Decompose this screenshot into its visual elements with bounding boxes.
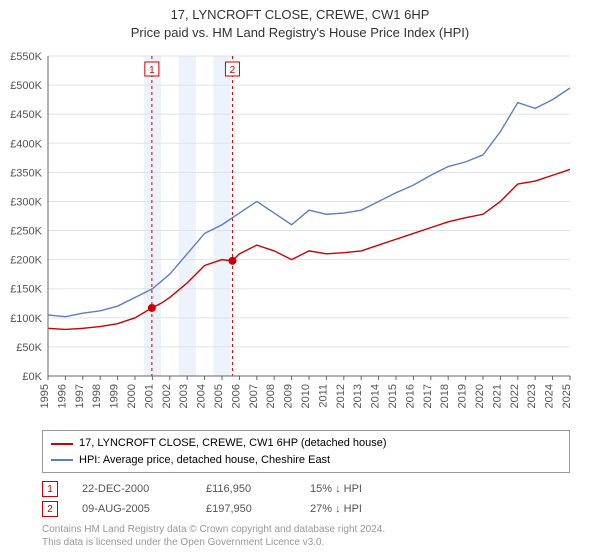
title-address: 17, LYNCROFT CLOSE, CREWE, CW1 6HP: [0, 6, 600, 24]
sales-row: 2 09-AUG-2005 £197,950 27% ↓ HPI: [42, 499, 570, 519]
svg-text:2016: 2016: [404, 384, 416, 408]
footer-line: This data is licensed under the Open Gov…: [42, 536, 570, 549]
legend-item: 17, LYNCROFT CLOSE, CREWE, CW1 6HP (deta…: [51, 435, 561, 452]
svg-text:£50K: £50K: [16, 342, 42, 354]
svg-text:£350K: £350K: [10, 168, 42, 180]
sale-delta: 27% ↓ HPI: [310, 503, 362, 515]
svg-text:1996: 1996: [56, 384, 68, 408]
svg-text:2015: 2015: [387, 384, 399, 408]
svg-text:2020: 2020: [474, 384, 486, 408]
svg-text:2007: 2007: [248, 384, 260, 408]
svg-text:2010: 2010: [300, 384, 312, 408]
sale-marker-badge: 2: [42, 501, 58, 517]
legend-label: HPI: Average price, detached house, Ches…: [79, 452, 330, 469]
svg-text:2000: 2000: [126, 384, 138, 408]
svg-text:£100K: £100K: [10, 313, 42, 325]
sales-row: 1 22-DEC-2000 £116,950 15% ↓ HPI: [42, 479, 570, 499]
legend-label: 17, LYNCROFT CLOSE, CREWE, CW1 6HP (deta…: [79, 435, 387, 452]
sale-marker-badge: 1: [42, 481, 58, 497]
sales-table: 1 22-DEC-2000 £116,950 15% ↓ HPI 2 09-AU…: [42, 479, 570, 519]
svg-text:£400K: £400K: [10, 139, 42, 151]
legend: 17, LYNCROFT CLOSE, CREWE, CW1 6HP (deta…: [42, 430, 570, 473]
svg-text:2012: 2012: [335, 384, 347, 408]
sale-date: 22-DEC-2000: [82, 483, 182, 495]
legend-item: HPI: Average price, detached house, Ches…: [51, 452, 561, 469]
svg-text:2011: 2011: [317, 384, 329, 408]
chart-area: £0K £50K £100K £150K £200K £250K £300K £350K £40…: [0, 46, 600, 426]
line-chart-svg: £0K £50K £100K £150K £200K £250K £300K £350K £40…: [0, 46, 600, 426]
svg-text:1998: 1998: [91, 384, 103, 408]
svg-text:£250K: £250K: [10, 226, 42, 238]
svg-text:£0K: £0K: [22, 371, 42, 383]
sale-date: 09-AUG-2005: [82, 503, 182, 515]
svg-text:1: 1: [149, 65, 155, 76]
svg-text:2001: 2001: [143, 384, 155, 408]
svg-text:2008: 2008: [265, 384, 277, 408]
svg-text:2004: 2004: [196, 384, 208, 408]
svg-text:1999: 1999: [109, 384, 121, 408]
svg-text:2: 2: [230, 65, 236, 76]
svg-text:2017: 2017: [422, 384, 434, 408]
svg-text:£450K: £450K: [10, 110, 42, 122]
svg-text:2018: 2018: [439, 384, 451, 408]
svg-text:2014: 2014: [370, 384, 382, 408]
svg-text:2009: 2009: [283, 384, 295, 408]
svg-text:£300K: £300K: [10, 197, 42, 209]
svg-text:£200K: £200K: [10, 255, 42, 267]
legend-swatch: [51, 459, 73, 461]
svg-text:£150K: £150K: [10, 284, 42, 296]
sale-delta: 15% ↓ HPI: [310, 483, 362, 495]
chart-container: 17, LYNCROFT CLOSE, CREWE, CW1 6HP Price…: [0, 0, 600, 549]
legend-swatch: [51, 443, 73, 445]
svg-text:1995: 1995: [39, 384, 51, 408]
svg-text:2021: 2021: [491, 384, 503, 408]
svg-text:2023: 2023: [526, 384, 538, 408]
footer-line: Contains HM Land Registry data © Crown c…: [42, 523, 570, 536]
svg-text:2025: 2025: [561, 384, 573, 408]
svg-text:£500K: £500K: [10, 80, 42, 92]
title-block: 17, LYNCROFT CLOSE, CREWE, CW1 6HP Price…: [0, 0, 600, 46]
sale-price: £116,950: [206, 483, 286, 495]
title-subtitle: Price paid vs. HM Land Registry's House …: [0, 24, 600, 42]
svg-text:1997: 1997: [74, 384, 86, 408]
sale-price: £197,950: [206, 503, 286, 515]
svg-text:£550K: £550K: [10, 51, 42, 63]
footer: Contains HM Land Registry data © Crown c…: [42, 523, 570, 549]
svg-text:2024: 2024: [544, 384, 556, 408]
svg-text:2006: 2006: [230, 384, 242, 408]
svg-text:2019: 2019: [457, 384, 469, 408]
svg-text:2003: 2003: [178, 384, 190, 408]
svg-text:2022: 2022: [509, 384, 521, 408]
svg-text:2002: 2002: [161, 384, 173, 408]
svg-text:2013: 2013: [352, 384, 364, 408]
svg-text:2005: 2005: [213, 384, 225, 408]
